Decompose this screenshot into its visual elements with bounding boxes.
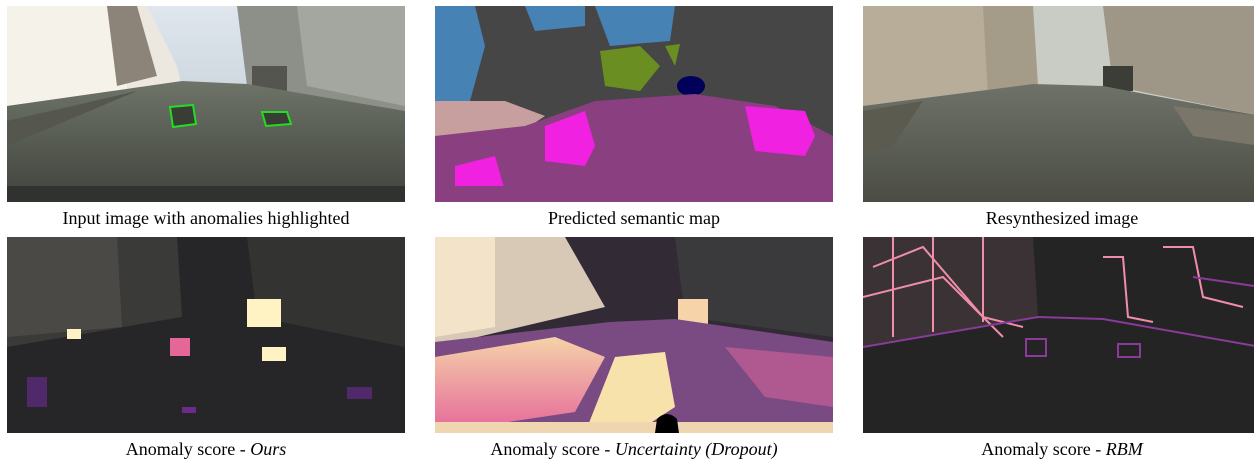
anomaly-score-rbm-panel	[863, 237, 1254, 433]
input-image	[7, 6, 405, 202]
caption-dropout: Anomaly score - Uncertainty (Dropout)	[490, 439, 778, 459]
caption-resynth: Resynthesized image	[985, 208, 1139, 228]
input-image-panel	[7, 6, 405, 202]
semantic-map	[435, 6, 833, 202]
anomaly-score-dropout-panel	[435, 237, 833, 433]
anomaly-outline-left	[168, 103, 198, 129]
caption-semantic: Predicted semantic map	[548, 208, 720, 228]
caption-ours: Anomaly score - Ours	[125, 439, 287, 459]
caption-input: Input image with anomalies highlighted	[62, 208, 350, 228]
caption-rbm: Anomaly score - RBM	[981, 439, 1143, 459]
anomaly-score-dropout	[435, 237, 833, 433]
anomaly-score-rbm	[863, 237, 1254, 433]
resynthesized-image-panel	[863, 6, 1254, 202]
anomaly-score-ours	[7, 237, 405, 433]
resynthesized-image	[863, 6, 1254, 202]
anomaly-outline-right	[260, 111, 293, 128]
semantic-map-panel	[435, 6, 833, 202]
anomaly-score-ours-panel	[7, 237, 405, 433]
